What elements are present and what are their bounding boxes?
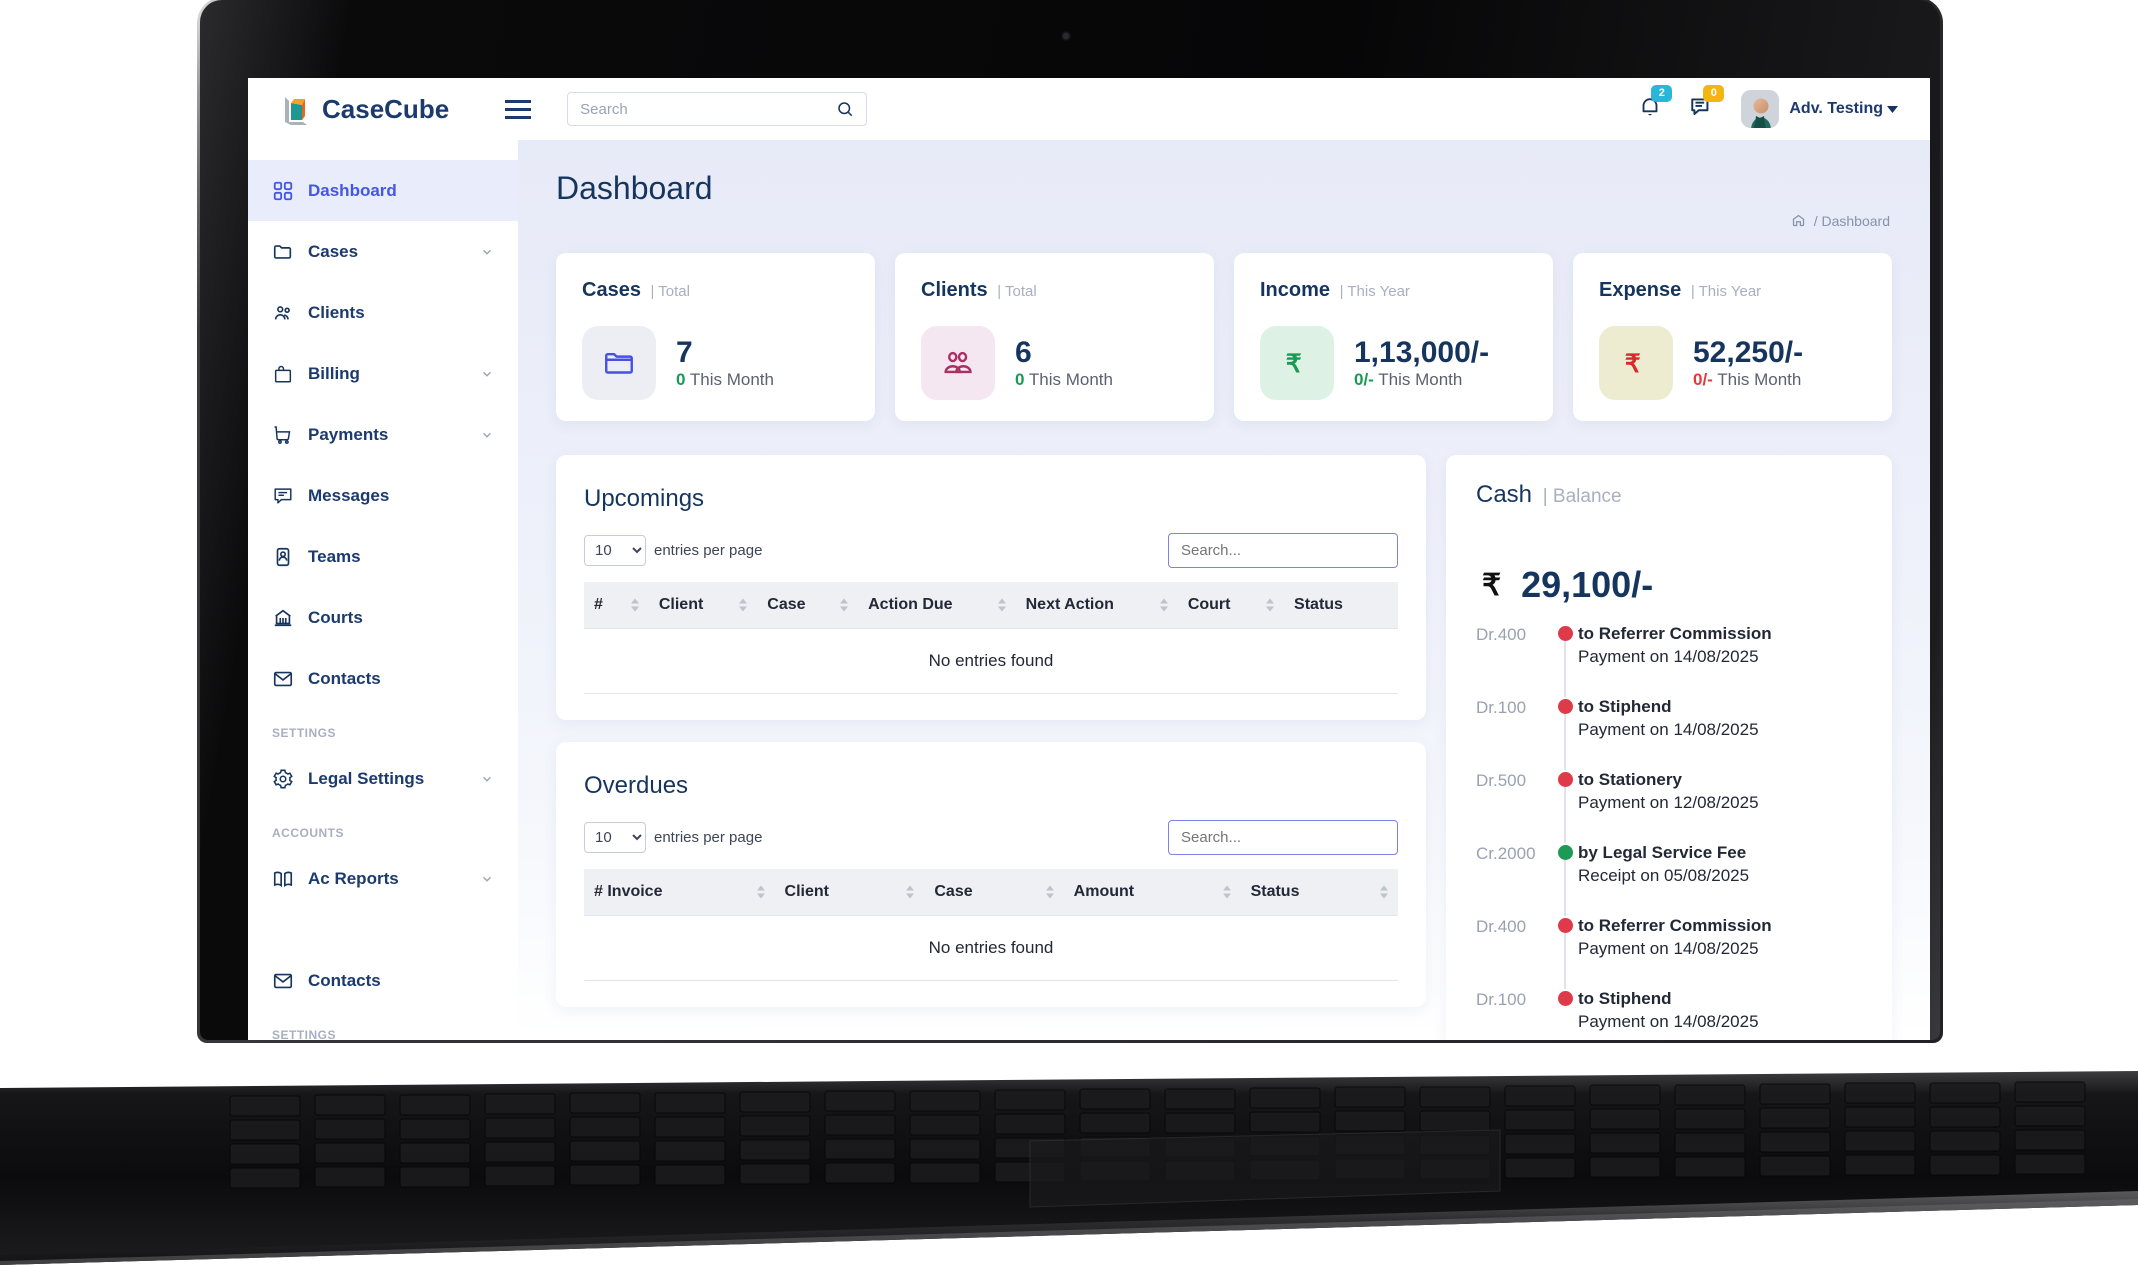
svg-text:₹: ₹ <box>1625 350 1641 378</box>
svg-text:₹: ₹ <box>1286 350 1302 378</box>
